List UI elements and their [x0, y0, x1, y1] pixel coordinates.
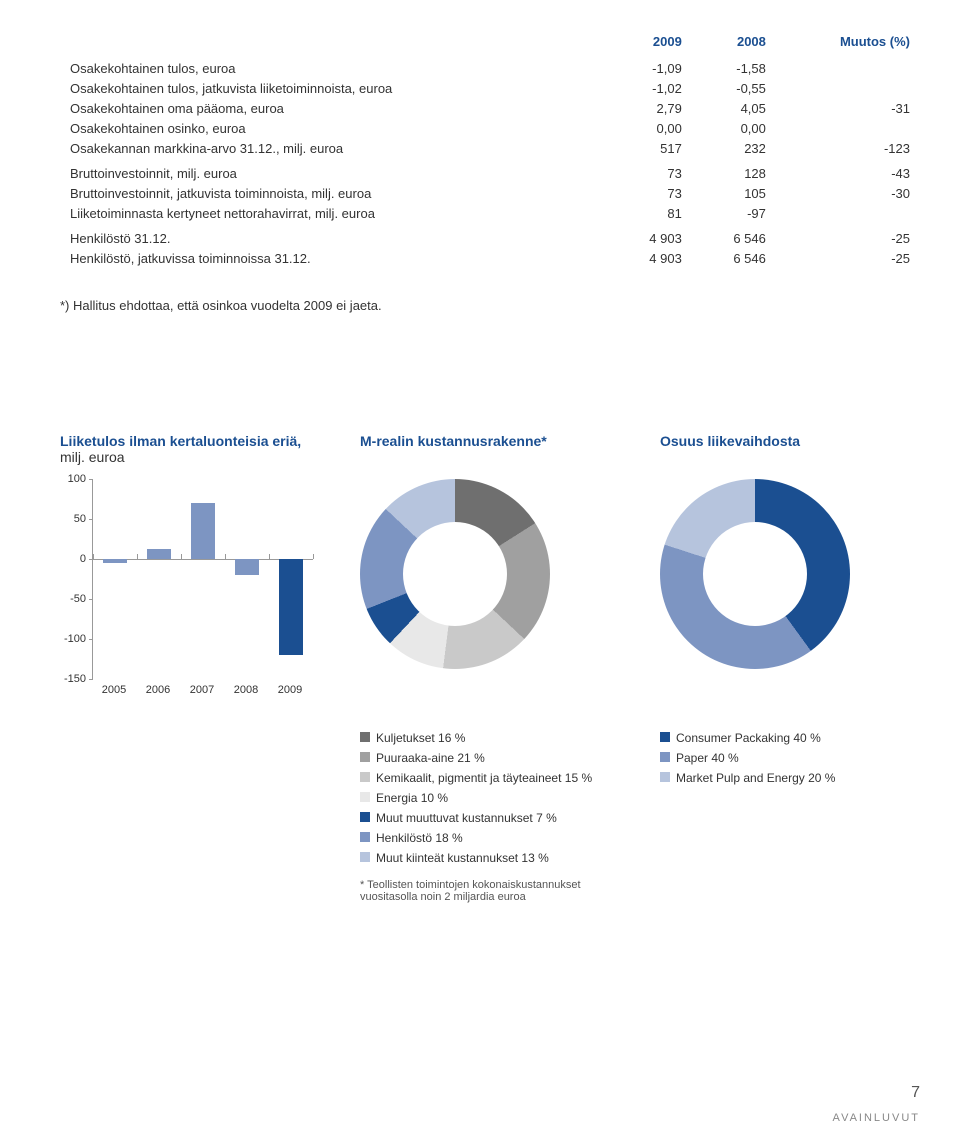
- donut2-title: Osuus liikevaihdosta: [660, 433, 920, 473]
- donut2-legend: Consumer Packaking 40 % Paper 40 % Market …: [660, 729, 920, 787]
- bar: [147, 549, 171, 559]
- bar: [191, 503, 215, 559]
- cost-structure-donut: [360, 479, 550, 669]
- legend-label: Muut muuttuvat kustannukset 7 %: [376, 809, 557, 827]
- revenue-share-donut: [660, 479, 850, 669]
- legend-item: Paper 40 %: [660, 749, 920, 767]
- legend-item: Kemikaalit, pigmentit ja täyteaineet 15 …: [360, 769, 620, 787]
- legend-swatch: [660, 752, 670, 762]
- section-label: AVAINLUVUT: [833, 1112, 920, 1124]
- table-row: Osakekohtainen tulos, jatkuvista liiketo…: [60, 78, 920, 98]
- legend-swatch: [660, 732, 670, 742]
- legend-swatch: [360, 832, 370, 842]
- legend-item: Kuljetukset 16 %: [360, 729, 620, 747]
- table-footnote: *) Hallitus ehdottaa, että osinkoa vuode…: [60, 298, 920, 313]
- legend-swatch: [360, 732, 370, 742]
- legend-label: Henkilöstö 18 %: [376, 829, 463, 847]
- col-2008: 2008: [692, 30, 776, 53]
- legend-item: Puuraaka-aine 21 %: [360, 749, 620, 767]
- donut1-legend: Kuljetukset 16 % Puuraaka-aine 21 % Kemika…: [360, 729, 620, 867]
- bar: [279, 559, 303, 655]
- legend-item: Henkilöstö 18 %: [360, 829, 620, 847]
- donut1-title: M-realin kustannusrakenne*: [360, 433, 620, 473]
- page-number: 7: [911, 1084, 920, 1102]
- legend-item: Consumer Packaking 40 %: [660, 729, 920, 747]
- legend-swatch: [660, 772, 670, 782]
- legend-label: Market Pulp and Energy 20 %: [676, 769, 835, 787]
- table-row: Osakekannan markkina-arvo 31.12., milj. …: [60, 138, 920, 158]
- table-row: Henkilöstö 31.12.4 9036 546-25: [60, 228, 920, 248]
- col-change: Muutos (%): [776, 30, 920, 53]
- barchart-title: Liiketulos ilman kertaluonteisia eriä, m…: [60, 433, 320, 473]
- legend-label: Muut kiinteät kustannukset 13 %: [376, 849, 549, 867]
- legend-item: Market Pulp and Energy 20 %: [660, 769, 920, 787]
- bar: [235, 559, 259, 575]
- legend-label: Energia 10 %: [376, 789, 448, 807]
- bar: [103, 559, 127, 563]
- legend-item: Muut muuttuvat kustannukset 7 %: [360, 809, 620, 827]
- legend-swatch: [360, 752, 370, 762]
- table-row: Osakekohtainen tulos, euroa-1,09-1,58: [60, 58, 920, 78]
- legend-item: Energia 10 %: [360, 789, 620, 807]
- legend-swatch: [360, 852, 370, 862]
- table-row: Bruttoinvestoinnit, jatkuvista toiminnoi…: [60, 183, 920, 203]
- table-row: Liiketoiminnasta kertyneet nettorahavirr…: [60, 203, 920, 223]
- table-row: Bruttoinvestoinnit, milj. euroa73128-43: [60, 163, 920, 183]
- operating-result-bar-chart: 100500-50-100-150 20052006200720082009: [60, 479, 320, 719]
- table-row: Osakekohtainen oma pääoma, euroa2,794,05…: [60, 98, 920, 118]
- legend-swatch: [360, 792, 370, 802]
- key-figures-table: 2009 2008 Muutos (%) Osakekohtainen tulo…: [60, 30, 920, 268]
- legend-label: Puuraaka-aine 21 %: [376, 749, 485, 767]
- legend-swatch: [360, 772, 370, 782]
- table-row: Henkilöstö, jatkuvissa toiminnoissa 31.1…: [60, 248, 920, 268]
- legend-label: Kemikaalit, pigmentit ja täyteaineet 15 …: [376, 769, 592, 787]
- table-row: Osakekohtainen osinko, euroa0,000,00: [60, 118, 920, 138]
- legend-label: Kuljetukset 16 %: [376, 729, 465, 747]
- legend-swatch: [360, 812, 370, 822]
- donut1-footnote: * Teollisten toimintojen kokonaiskustann…: [360, 879, 600, 903]
- legend-label: Paper 40 %: [676, 749, 739, 767]
- legend-item: Muut kiinteät kustannukset 13 %: [360, 849, 620, 867]
- legend-label: Consumer Packaking 40 %: [676, 729, 821, 747]
- col-2009: 2009: [608, 30, 692, 53]
- col-blank: [60, 30, 608, 53]
